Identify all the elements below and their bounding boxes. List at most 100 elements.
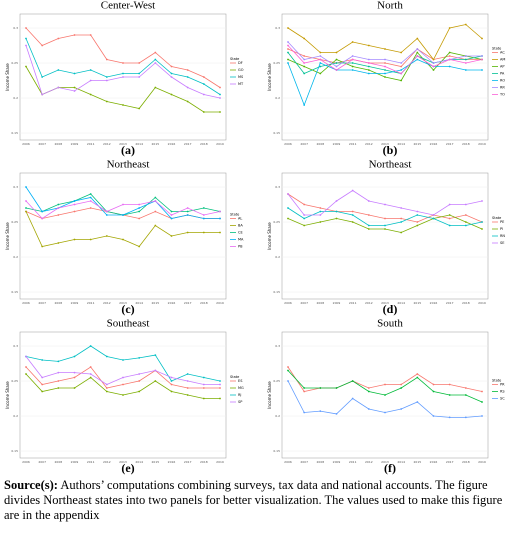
x-tick-label: 2012 [103,142,111,146]
x-tick-label: 2009 [333,301,341,305]
point [170,76,173,78]
point [154,62,157,64]
point [351,55,354,57]
x-tick-label: 2013 [119,301,127,305]
caption-text: Authors’ computations combining surveys,… [4,478,503,522]
x-tick-label: 2019 [216,301,224,305]
point [400,62,403,64]
point [448,416,451,419]
point [448,224,451,227]
point [481,415,483,417]
y-tick-label: 0.3 [13,344,18,348]
point [170,376,173,379]
point [73,238,76,241]
point [287,51,289,54]
x-tick-label: 2015 [152,301,160,305]
point [154,196,157,199]
y-tick-label: 0.25 [273,379,280,383]
point [303,65,306,68]
point [89,196,92,199]
chart-title: Northeast [369,159,412,171]
x-tick-label: 2019 [216,460,224,464]
panel-label: (e) [121,461,134,475]
point [41,390,44,393]
x-tick-label: 2015 [414,301,422,305]
x-tick-label: 2019 [216,142,224,146]
point [89,34,92,36]
point [416,210,419,213]
point [432,217,435,220]
point [105,58,108,61]
point [400,408,403,410]
point [105,214,108,216]
point [432,415,435,417]
line [287,370,483,403]
x-tick-label: 2011 [349,142,357,146]
point [464,224,467,227]
point [25,366,27,368]
y-tick-label: 0.2 [13,414,18,418]
point [105,390,108,393]
point [384,72,386,75]
point [384,48,386,50]
point [287,62,289,64]
x-tick-label: 2009 [71,142,79,146]
point [319,65,322,68]
point [73,210,76,213]
point [351,58,354,61]
point [170,217,173,220]
x-tick-label: 2014 [397,142,405,146]
x-tick-label: 2013 [119,142,127,146]
point [41,245,44,248]
point [170,210,173,213]
point [481,69,483,71]
point [448,51,451,54]
point [384,76,386,78]
point [432,383,435,386]
panel-label: (f) [384,461,396,475]
legend-label: RO [500,79,505,83]
point [464,62,467,64]
plot-border [19,172,227,300]
plot-border [19,331,227,459]
x-tick-label: 2006 [22,301,30,305]
point [303,214,306,216]
y-tick-label: 0.25 [273,220,280,224]
point [41,76,44,78]
point [464,221,467,223]
point [25,37,27,40]
point [367,224,370,227]
x-tick-label: 2008 [55,301,63,305]
point [25,27,27,29]
point [448,217,451,220]
point [335,51,338,54]
point [319,221,322,223]
point [105,79,108,82]
point [154,58,157,61]
x-tick-label: 2016 [430,142,438,146]
legend-title: State [230,213,239,217]
x-tick-label: 2014 [397,460,405,464]
point [351,62,354,64]
y-tick-label: 0.2 [275,255,280,259]
point [448,55,451,57]
point [186,214,189,216]
x-tick-label: 2015 [152,460,160,464]
line [287,24,483,61]
x-tick-label: 2013 [381,460,389,464]
legend-label: PB [238,245,243,249]
point [170,93,173,96]
point [57,86,60,89]
point [41,210,44,213]
y-tick-label: 0.2 [13,96,18,100]
point [384,217,386,220]
figure: Center-West 0.15 0.2 0.25 0.3 2006 2007 2008 200… [5,0,505,475]
point [105,76,108,78]
point [416,224,419,227]
legend-label: ES [238,379,243,383]
point [25,207,27,209]
point [170,390,173,393]
point [73,34,76,36]
point [400,231,403,234]
point [351,210,354,213]
